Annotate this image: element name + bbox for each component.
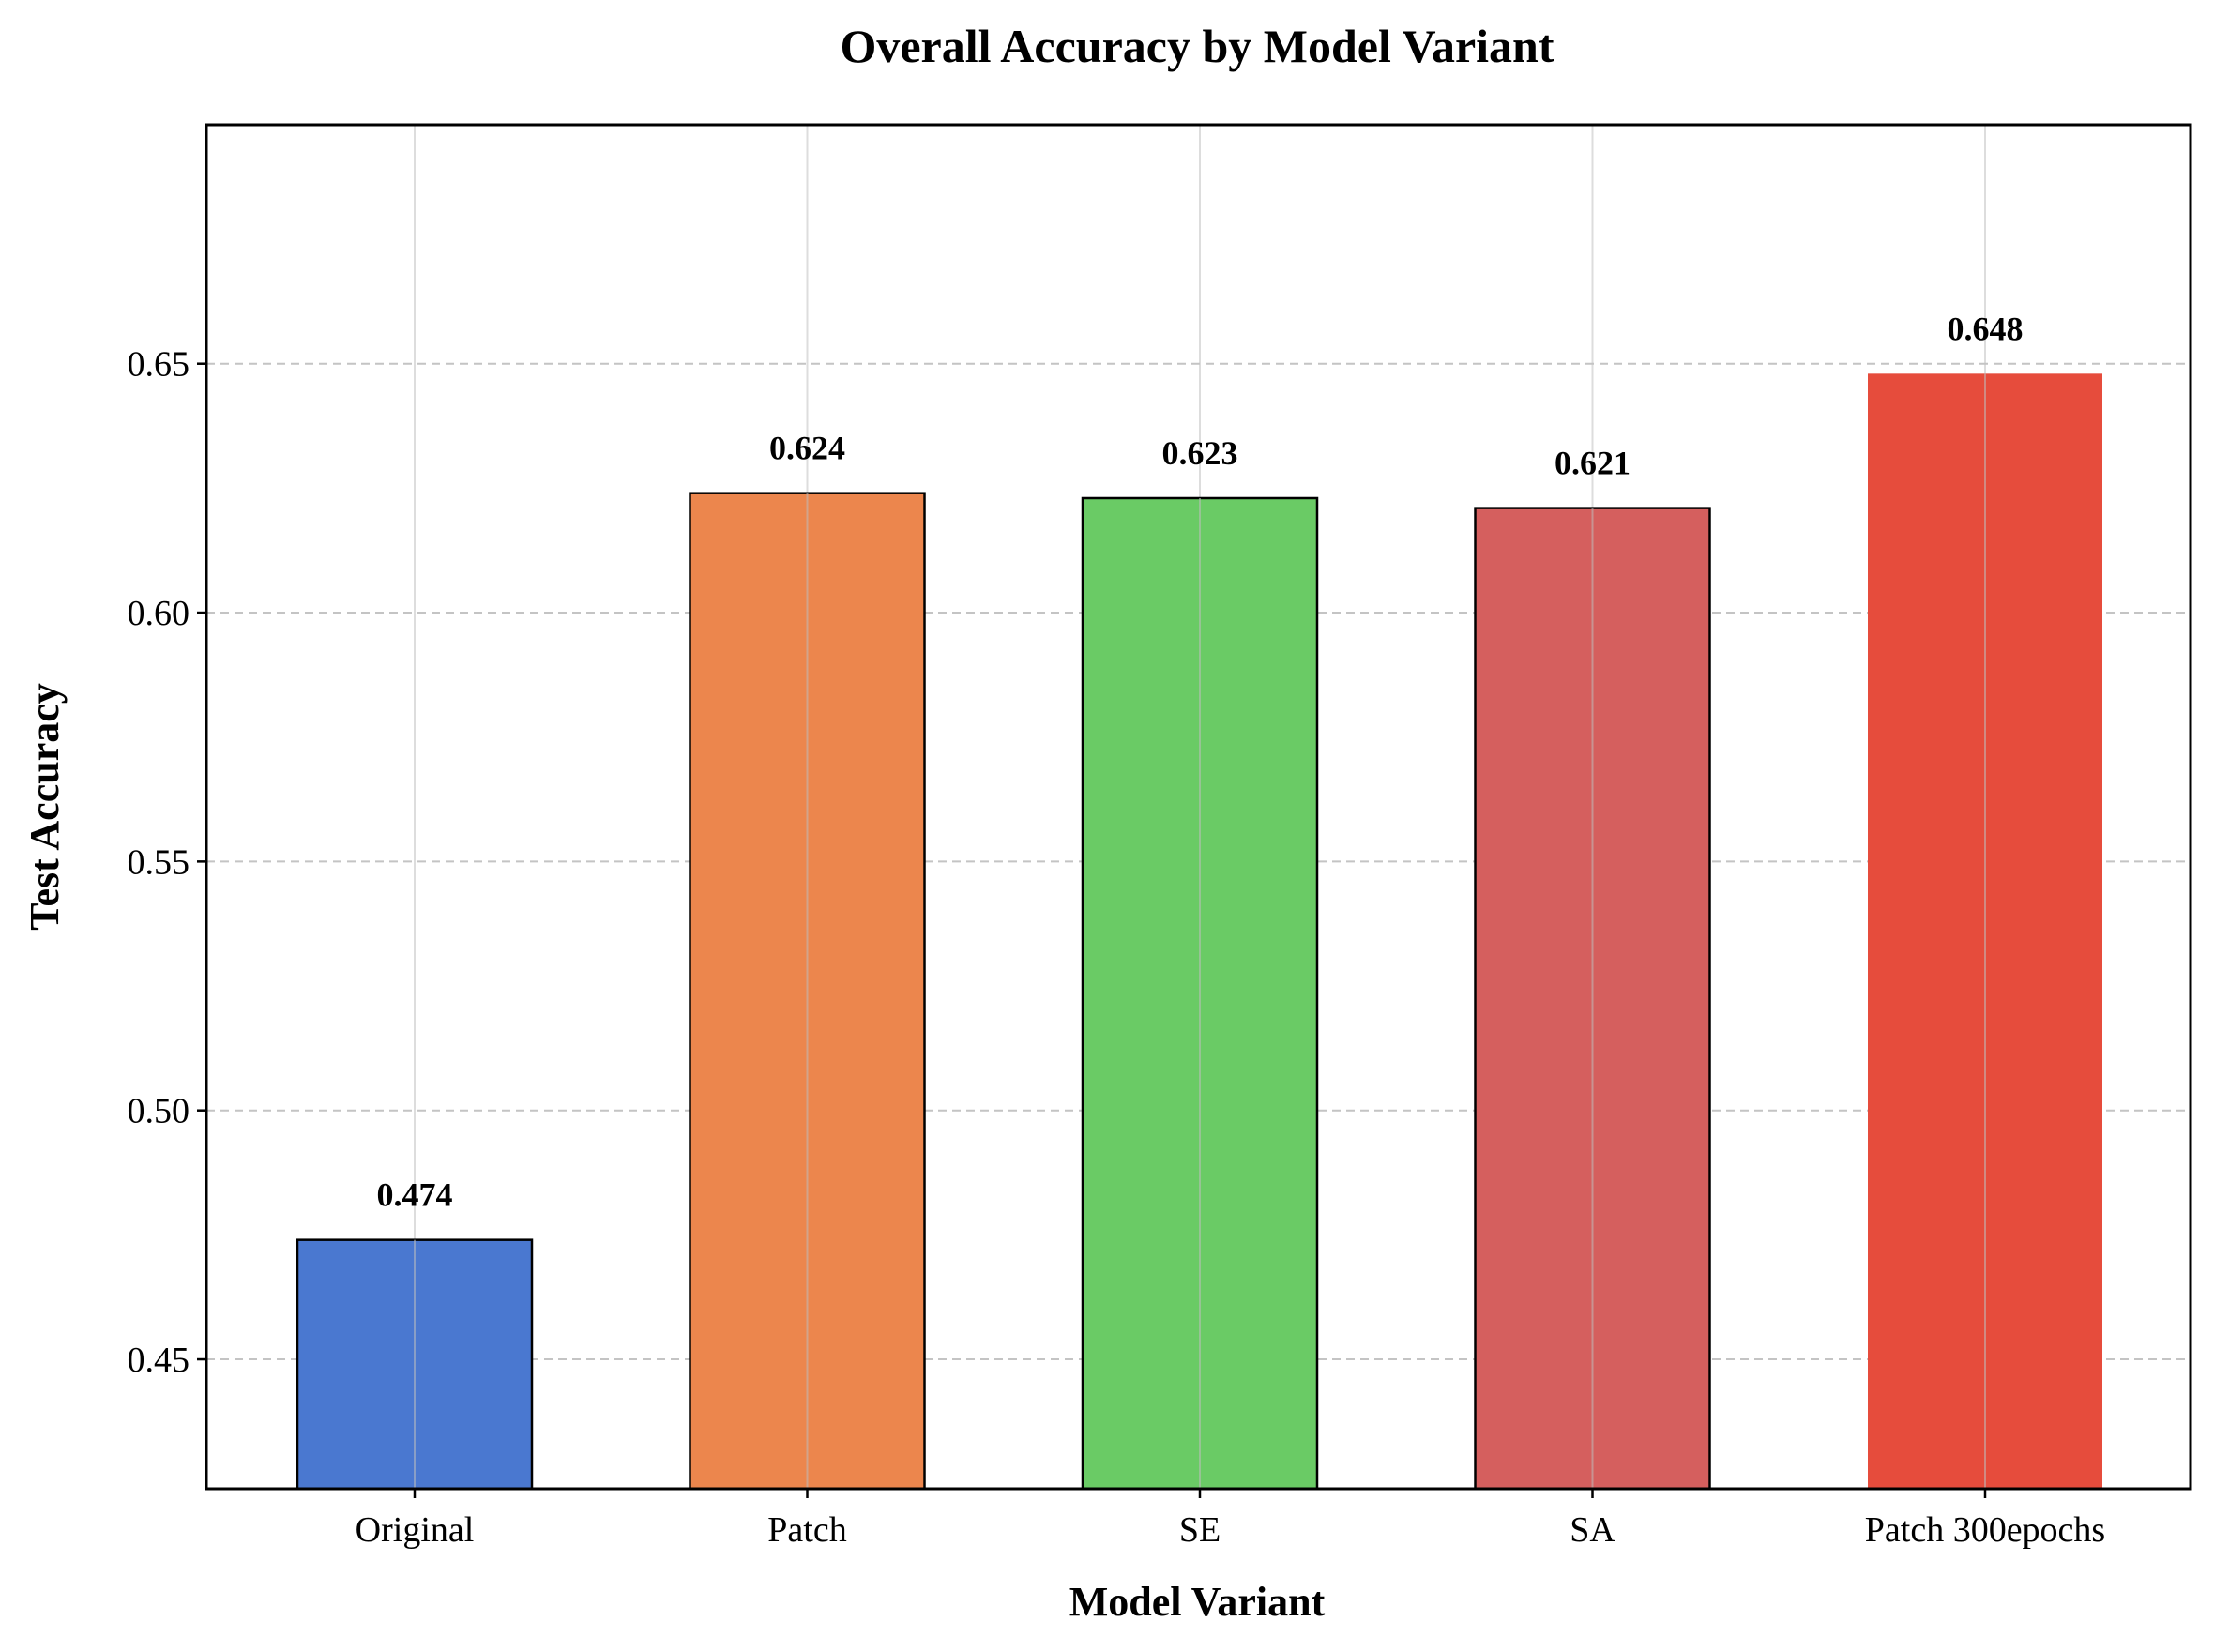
data-label: 0.648 <box>1948 310 2024 347</box>
data-label: 0.474 <box>377 1176 453 1214</box>
data-label: 0.624 <box>769 430 845 467</box>
y-tick-label: 0.60 <box>128 594 190 633</box>
x-axis-label: Model Variant <box>1069 1579 1326 1625</box>
x-tick-label: SE <box>1179 1510 1221 1550</box>
data-label: 0.623 <box>1162 434 1238 472</box>
plot-frame <box>205 123 2192 1491</box>
y-tick-label: 0.50 <box>128 1092 190 1131</box>
y-tick-label: 0.65 <box>128 345 190 385</box>
x-axis-ticks: Original Patch SE SA Patch 300epochs <box>356 1489 2105 1550</box>
y-axis-ticks: 0.45 0.50 0.55 0.60 0.65 <box>128 345 206 1380</box>
chart-title: Overall Accuracy by Model Variant <box>840 20 1554 72</box>
x-tick-label: SA <box>1570 1510 1615 1550</box>
data-label: 0.621 <box>1554 445 1630 482</box>
x-tick-label: Patch 300epochs <box>1865 1510 2105 1550</box>
y-tick-label: 0.45 <box>128 1341 190 1380</box>
y-axis-label: Test Accuracy <box>22 683 68 931</box>
y-tick-label: 0.55 <box>128 842 190 882</box>
bars <box>296 373 2102 1491</box>
x-tick-label: Original <box>356 1510 475 1550</box>
data-labels: 0.474 0.624 0.623 0.621 0.648 <box>377 310 2024 1213</box>
x-tick-label: Patch <box>767 1510 846 1550</box>
